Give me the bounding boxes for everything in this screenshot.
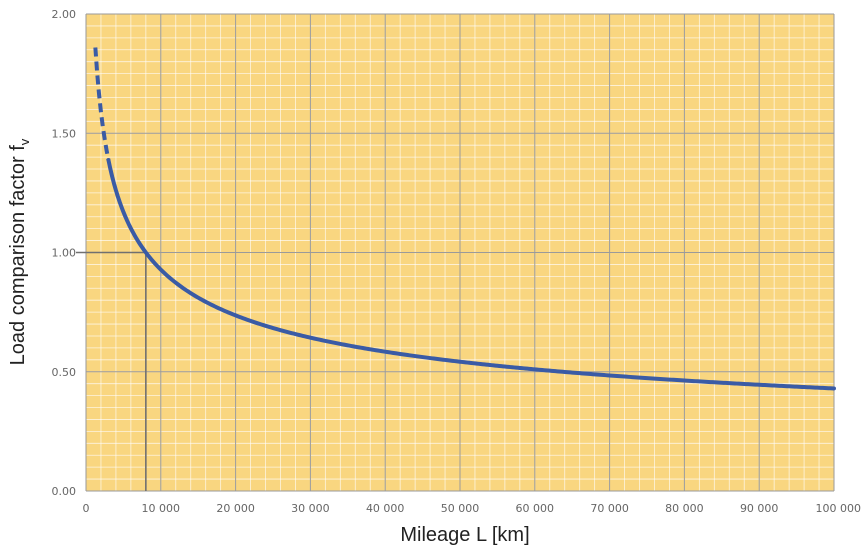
x-tick-label: 50 000 <box>441 502 480 515</box>
reference-lines <box>76 251 147 491</box>
series-curve <box>93 47 836 391</box>
y-tick-label: 1.50 <box>52 127 77 140</box>
y-tick-label: 2.00 <box>52 8 77 21</box>
x-tick-label: 10 000 <box>142 502 181 515</box>
y-tick-label: 1.00 <box>52 247 77 260</box>
x-axis-title: Mileage L [km] <box>400 524 529 546</box>
series-line-dashed <box>93 47 111 161</box>
x-tick-label: 60 000 <box>516 502 555 515</box>
x-tick-label: 80 000 <box>665 502 704 515</box>
y-axis-title-subscript: v <box>17 138 32 145</box>
y-tick-label: 0.50 <box>52 366 77 379</box>
x-tick-label: 100 000 <box>816 502 862 515</box>
y-tick-labels: 0.00 0.50 1.00 1.50 2.00 <box>52 8 77 498</box>
y-axis-title: Load comparison factor fv <box>7 138 32 365</box>
x-tick-label: 70 000 <box>590 502 629 515</box>
major-gridlines <box>85 13 835 492</box>
y-tick-label: 0.00 <box>52 485 77 498</box>
x-tick-label: 0 <box>83 502 90 515</box>
y-axis-title-main: Load comparison factor f <box>7 145 29 366</box>
series-line-solid <box>106 158 836 391</box>
x-tick-label: 30 000 <box>291 502 330 515</box>
x-tick-label: 20 000 <box>216 502 255 515</box>
x-tick-label: 90 000 <box>740 502 779 515</box>
x-tick-labels: 0 10 000 20 000 30 000 40 000 50 000 60 000 70 … <box>83 502 862 515</box>
x-tick-label: 40 000 <box>366 502 405 515</box>
